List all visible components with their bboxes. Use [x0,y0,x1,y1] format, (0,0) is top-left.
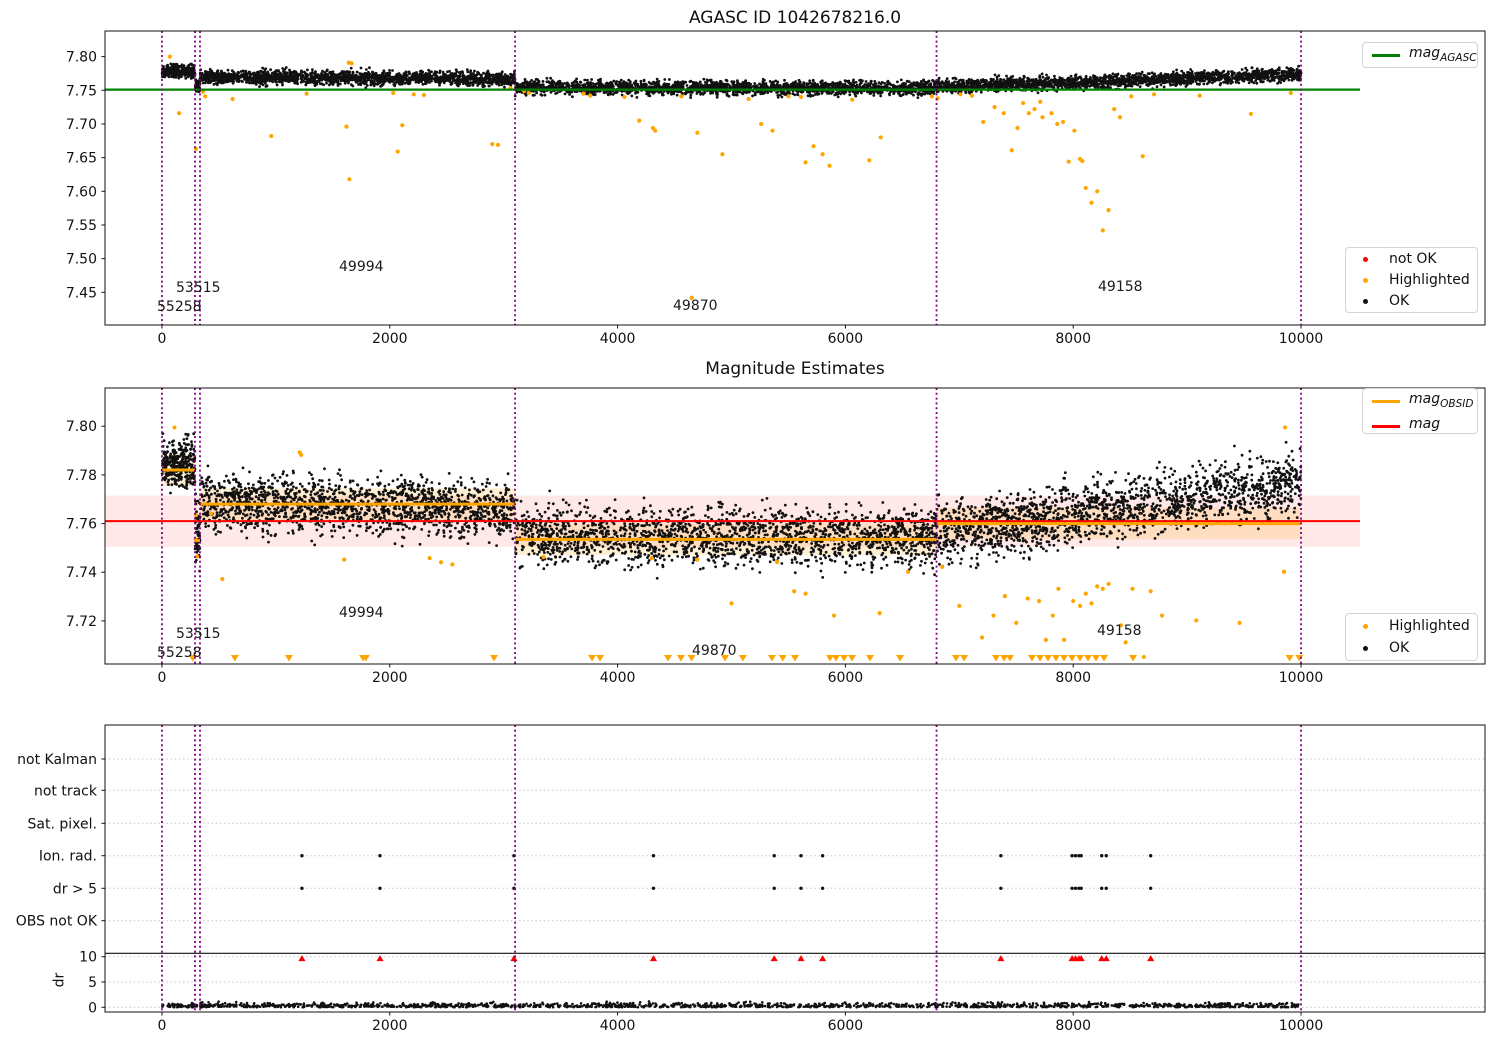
obsid-annotation: 49158 [1097,623,1142,639]
tick-label: Sat. pixel. [28,816,97,832]
legend-item-highlighted: Highlighted [1346,270,1477,290]
black-dot-icon [1363,298,1368,304]
tick-label: 7.55 [66,218,97,234]
tick-label: 10000 [1279,670,1324,686]
tick-label: 2000 [372,1018,408,1034]
legend-item-not-ok: not OK [1346,249,1477,269]
tick-label: 7.74 [66,565,97,581]
panel3-points [161,854,1300,1009]
legend-item-highlighted: Highlighted [1346,616,1477,636]
tick-label: 10000 [1279,1018,1324,1034]
legend-label: OK [1389,640,1410,656]
legend-item-ok: OK [1346,638,1477,658]
legend-label: Highlighted [1389,618,1470,634]
tick-label: 0 [157,331,166,347]
tick-label: 6000 [828,1018,864,1034]
tick-label: 6000 [828,670,864,686]
dr-axis-label: dr [51,972,68,988]
obsid-annotation: 49158 [1098,279,1143,295]
tick-label: 7.76 [66,517,97,533]
obsid-annotation: 55258 [157,645,202,661]
green-line-swatch-icon [1372,53,1400,57]
tick-label: 7.60 [66,184,97,200]
tick-label: 7.70 [66,117,97,133]
tick-label: 8000 [1055,1018,1091,1034]
tick-label: 0 [157,670,166,686]
tick-label: 6000 [828,331,864,347]
tick-label: dr > 5 [53,881,97,897]
legend-label: magAGASC [1409,45,1477,64]
obsid-annotation: 53515 [176,280,221,296]
legend-item-mag: mag [1363,414,1477,439]
obsid-annotation: 49994 [339,605,384,621]
tick-label: 7.75 [66,83,97,99]
legend-item-mag-agasc: magAGASC [1363,43,1477,68]
tick-label: 5 [88,975,97,991]
tick-label: 4000 [600,331,636,347]
tick-label: 7.65 [66,151,97,167]
legend-label: Highlighted [1389,272,1470,288]
orange-line-swatch-icon [1372,399,1400,403]
red-dot-icon [1363,256,1368,262]
obsid-annotation: 49870 [673,298,718,314]
tick-label: not Kalman [17,752,97,768]
tick-label: 8000 [1055,670,1091,686]
tick-label: 7.78 [66,468,97,484]
tick-label: 7.50 [66,252,97,268]
tick-label: 7.80 [66,50,97,66]
black-dot-icon [1363,645,1368,651]
tick-label: OBS not OK [16,914,98,930]
tick-label: 10000 [1279,331,1324,347]
legend-mag-agasc: magAGASC [1362,42,1478,68]
legend-label: mag [1409,415,1441,432]
orange-dot-icon [1363,277,1368,283]
tick-label: 4000 [600,670,636,686]
obsid-annotation: 55258 [157,299,202,315]
tick-label: 2000 [372,670,408,686]
legend-point-types-panel2: Highlighted OK [1345,613,1478,661]
tick-label: 8000 [1055,331,1091,347]
tick-label: 0 [157,1018,166,1034]
legend-item-ok: OK [1346,291,1477,311]
obsid-annotation: 49870 [692,643,737,659]
panel2-title: Magnitude Estimates [705,359,885,379]
tick-label: 7.45 [66,285,97,301]
tick-label: 10 [79,950,97,966]
legend-mag-lines: magOBSID mag [1362,388,1478,434]
orange-dot-icon [1363,623,1368,629]
obsid-annotation: 53515 [176,626,221,642]
tick-label: 0 [88,1000,97,1016]
tick-label: Ion. rad. [39,849,97,865]
tick-label: 2000 [372,331,408,347]
panel1-title: AGASC ID 1042678216.0 [688,8,902,28]
tick-label: 7.72 [66,614,97,630]
obsid-annotation: 49994 [339,259,384,275]
legend-item-mag-obsid: magOBSID [1363,389,1477,414]
legend-point-types-panel1: not OK Highlighted OK [1345,247,1478,313]
legend-label: not OK [1389,251,1437,267]
legend-label: OK [1389,293,1410,309]
tick-label: 4000 [600,1018,636,1034]
tick-label: 7.80 [66,419,97,435]
tick-label: not track [34,783,98,799]
red-line-swatch-icon [1372,424,1400,428]
legend-label: magOBSID [1409,391,1474,410]
panel1-points [160,54,1303,300]
